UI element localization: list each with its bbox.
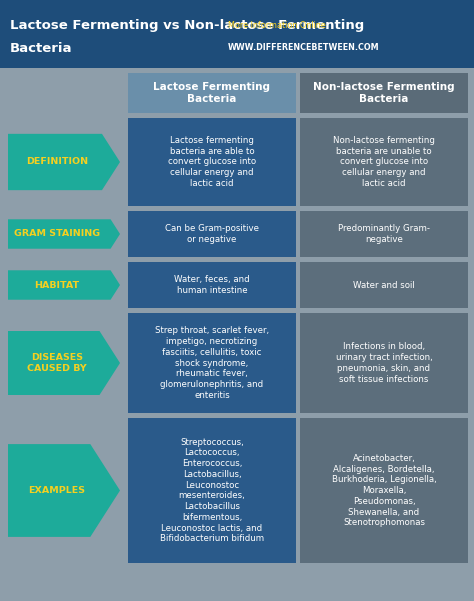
Text: Lactose Fermenting vs Non-lactose Fermenting: Lactose Fermenting vs Non-lactose Fermen…	[10, 19, 364, 32]
Bar	[300, 211, 468, 257]
Bar	[300, 73, 468, 113]
Bar	[0, 0, 474, 68]
Bar	[300, 118, 468, 206]
Bar	[128, 118, 296, 206]
Text: DEFINITION: DEFINITION	[26, 157, 88, 166]
Bar	[0, 313, 474, 413]
Text: GRAM STAINING: GRAM STAINING	[14, 230, 100, 239]
Text: Water and soil: Water and soil	[353, 281, 415, 290]
Text: Strep throat, scarlet fever,
impetigo, necrotizing
fasciitis, cellulitis, toxic
: Strep throat, scarlet fever, impetigo, n…	[155, 326, 269, 400]
Bar	[128, 262, 296, 308]
Text: Lactose fermenting
bacteria are able to
convert glucose into
cellular energy and: Lactose fermenting bacteria are able to …	[168, 136, 256, 188]
Bar	[300, 262, 468, 308]
Bar	[128, 313, 296, 413]
Bar	[128, 418, 296, 563]
Bar	[0, 418, 474, 563]
Bar	[0, 211, 474, 257]
Text: More Information Online: More Information Online	[228, 22, 325, 30]
Text: DISEASES
CAUSED BY: DISEASES CAUSED BY	[27, 353, 87, 373]
Text: HABITAT: HABITAT	[34, 281, 79, 290]
Text: Acinetobacter,
Alcaligenes, Bordetella,
Burkhoderia, Legionella,
Moraxella,
Pseu: Acinetobacter, Alcaligenes, Bordetella, …	[332, 454, 437, 527]
Polygon shape	[8, 444, 120, 537]
Text: Lactose Fermenting
Bacteria: Lactose Fermenting Bacteria	[154, 82, 271, 104]
Polygon shape	[8, 219, 120, 249]
Text: Water, feces, and
human intestine: Water, feces, and human intestine	[174, 275, 250, 295]
Bar	[0, 118, 474, 206]
Text: WWW.DIFFERENCEBETWEEN.COM: WWW.DIFFERENCEBETWEEN.COM	[228, 43, 379, 52]
Polygon shape	[8, 331, 120, 395]
Bar	[0, 73, 474, 113]
Text: Infections in blood,
urinary tract infection,
pneumonia, skin, and
soft tissue i: Infections in blood, urinary tract infec…	[336, 343, 432, 383]
Text: Streptococcus,
Lactococcus,
Enterococcus,
Lactobacillus,
Leuconostoc
mesenteroid: Streptococcus, Lactococcus, Enterococcus…	[160, 438, 264, 543]
Text: Predominantly Gram-
negative: Predominantly Gram- negative	[338, 224, 430, 244]
Text: EXAMPLES: EXAMPLES	[28, 486, 85, 495]
Bar	[128, 73, 296, 113]
Text: Can be Gram-positive
or negative: Can be Gram-positive or negative	[165, 224, 259, 244]
Text: Non-lactose Fermenting
Bacteria: Non-lactose Fermenting Bacteria	[313, 82, 455, 104]
Bar	[0, 262, 474, 308]
Text: Bacteria: Bacteria	[10, 43, 73, 55]
Polygon shape	[8, 270, 120, 300]
Bar	[300, 418, 468, 563]
Bar	[300, 313, 468, 413]
Text: Non-lactose fermenting
bacteria are unable to
convert glucose into
cellular ener: Non-lactose fermenting bacteria are unab…	[333, 136, 435, 188]
Polygon shape	[8, 134, 120, 190]
Bar	[128, 211, 296, 257]
